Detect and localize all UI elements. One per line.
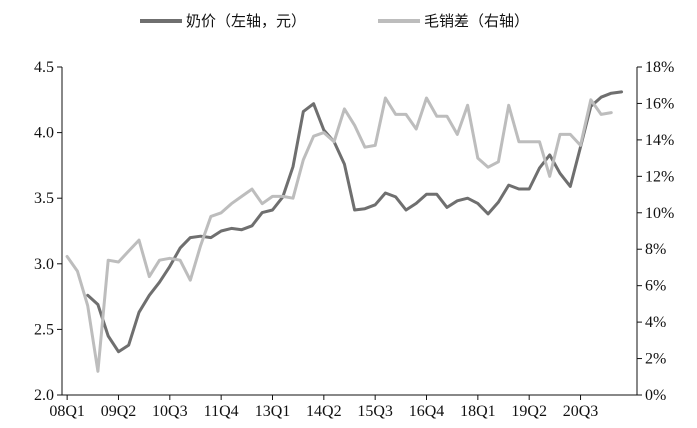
right-tick-label: 14% xyxy=(645,132,674,149)
right-tick-label: 0% xyxy=(645,387,666,404)
legend: 奶价（左轴，元） 毛销差（右轴） xyxy=(140,12,529,30)
x-tick-label: 14Q2 xyxy=(306,403,342,420)
x-tick-label: 08Q1 xyxy=(49,403,85,420)
x-tick-label: 13Q1 xyxy=(255,403,291,420)
right-tick-label: 18% xyxy=(645,59,674,76)
series-layer xyxy=(65,90,624,373)
left-tick-label: 3.0 xyxy=(34,256,54,273)
right-tick-label: 16% xyxy=(645,95,674,112)
x-tick-label: 15Q3 xyxy=(357,403,393,420)
right-tick-label: 2% xyxy=(645,351,666,368)
left-tick-label: 3.5 xyxy=(34,190,54,207)
x-tick-label: 09Q2 xyxy=(101,403,137,420)
x-tick-label: 16Q4 xyxy=(409,403,445,420)
right-tick-label: 12% xyxy=(645,168,674,185)
right-tick-label: 8% xyxy=(645,241,666,258)
right-tick-label: 6% xyxy=(645,278,666,295)
left-tick-label: 2.5 xyxy=(34,321,54,338)
left-tick-label: 4.5 xyxy=(34,59,54,76)
legend-label-gross-margin: 毛销差（右轴） xyxy=(424,12,529,30)
x-tick-label: 11Q4 xyxy=(204,403,239,420)
axes: 2.0 2.5 3.0 3.5 4.0 4.5 0% 2% 4% 6% 8% 10% 12% 14% 16%… xyxy=(34,59,674,420)
legend-label-milk-price: 奶价（左轴，元） xyxy=(186,12,306,30)
left-tick-label: 4.0 xyxy=(34,125,54,142)
milk-price-line xyxy=(86,90,624,354)
x-tick-label: 18Q1 xyxy=(460,403,496,420)
x-tick-label: 10Q3 xyxy=(152,403,188,420)
right-tick-label: 4% xyxy=(645,314,666,331)
left-tick-label: 2.0 xyxy=(34,387,54,404)
x-tick-label: 19Q2 xyxy=(511,403,547,420)
gross-margin-line xyxy=(65,96,613,373)
right-tick-label: 10% xyxy=(645,205,674,222)
x-tick-label: 20Q3 xyxy=(563,403,599,420)
